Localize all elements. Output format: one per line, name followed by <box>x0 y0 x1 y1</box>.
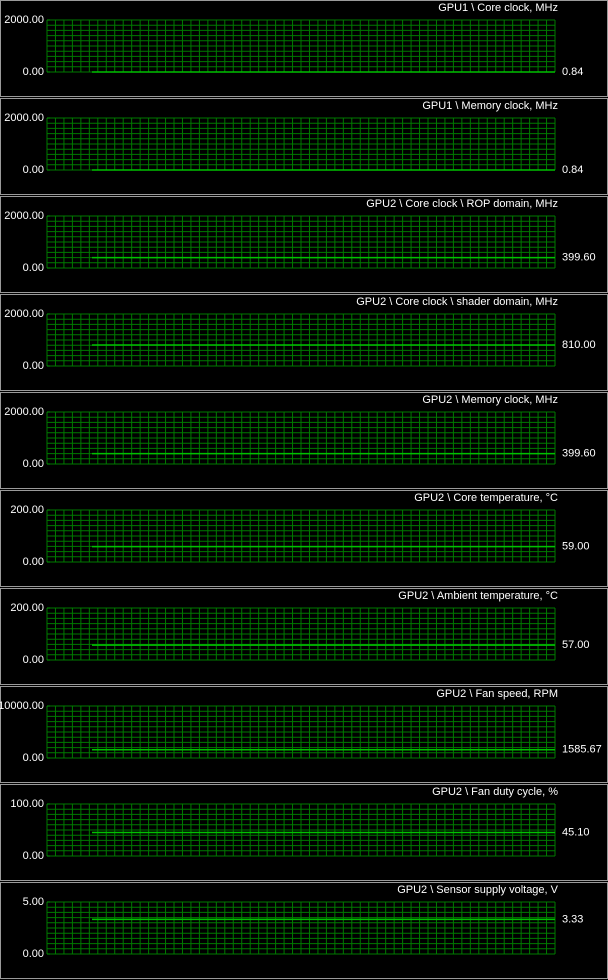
panel-frame <box>0 686 608 783</box>
panel-frame <box>0 588 608 685</box>
y-tick-label: 2000.00 <box>4 308 44 320</box>
panel-frame <box>0 490 608 587</box>
graph-panel: GPU2 \ Memory clock, MHz 0.00 2000.00 399.6… <box>0 392 608 489</box>
graph-title: GPU2 \ Fan duty cycle, % <box>432 786 558 798</box>
graph-panel: GPU2 \ Sensor supply voltage, V 0.00 5.00 3… <box>0 882 608 979</box>
y-tick-label: 0.00 <box>23 752 44 764</box>
y-tick-label: 0.00 <box>23 66 44 78</box>
y-tick-label: 10000.00 <box>0 700 44 712</box>
current-value: 0.84 <box>562 164 583 176</box>
panel-frame <box>0 0 608 97</box>
current-value: 1585.67 <box>562 744 602 756</box>
graph-panel: GPU2 \ Core temperature, °C 0.00 200.00 59.… <box>0 490 608 587</box>
graph-title: GPU1 \ Core clock, MHz <box>438 2 558 14</box>
current-value: 399.60 <box>562 448 596 460</box>
graph-panel: GPU1 \ Core clock, MHz 0.00 2000.00 0.84 <box>0 0 608 97</box>
y-tick-label: 200.00 <box>10 504 44 516</box>
current-value: 59.00 <box>562 541 590 553</box>
y-tick-label: 0.00 <box>23 850 44 862</box>
y-tick-label: 200.00 <box>10 602 44 614</box>
current-value: 3.33 <box>562 913 583 925</box>
graph-title: GPU2 \ Core temperature, °C <box>414 492 558 504</box>
y-tick-label: 2000.00 <box>4 406 44 418</box>
y-tick-label: 0.00 <box>23 262 44 274</box>
panel-frame <box>0 294 608 391</box>
graph-title: GPU2 \ Core clock \ ROP domain, MHz <box>366 198 558 210</box>
graph-title: GPU2 \ Fan speed, RPM <box>436 688 558 700</box>
graph-panel: GPU2 \ Core clock \ shader domain, MHz 0.… <box>0 294 608 391</box>
graph-title: GPU2 \ Memory clock, MHz <box>422 394 558 406</box>
y-tick-label: 2000.00 <box>4 112 44 124</box>
y-tick-label: 0.00 <box>23 164 44 176</box>
graph-panel: GPU2 \ Fan duty cycle, % 0.00 100.00 45.10 <box>0 784 608 881</box>
graph-panel: GPU2 \ Ambient temperature, °C 0.00 200.00… <box>0 588 608 685</box>
y-tick-label: 0.00 <box>23 360 44 372</box>
graph-panel: GPU2 \ Fan speed, RPM 0.00 10000.00 1585.67 <box>0 686 608 783</box>
panel-frame <box>0 882 608 979</box>
panel-frame <box>0 98 608 195</box>
graph-title: GPU2 \ Sensor supply voltage, V <box>397 884 558 896</box>
graph-panel: GPU2 \ Core clock \ ROP domain, MHz 0.00 2… <box>0 196 608 293</box>
graph-title: GPU2 \ Ambient temperature, °C <box>398 590 558 602</box>
current-value: 810.00 <box>562 339 596 351</box>
current-value: 399.60 <box>562 252 596 264</box>
graph-panel: GPU1 \ Memory clock, MHz 0.00 2000.00 0.84 <box>0 98 608 195</box>
y-tick-label: 2000.00 <box>4 210 44 222</box>
y-tick-label: 0.00 <box>23 556 44 568</box>
current-value: 57.00 <box>562 639 590 651</box>
graph-title: GPU1 \ Memory clock, MHz <box>422 100 558 112</box>
y-tick-label: 0.00 <box>23 458 44 470</box>
y-tick-label: 100.00 <box>10 798 44 810</box>
current-value: 0.84 <box>562 66 583 78</box>
y-tick-label: 2000.00 <box>4 14 44 26</box>
panel-frame <box>0 196 608 293</box>
graph-title: GPU2 \ Core clock \ shader domain, MHz <box>356 296 558 308</box>
y-tick-label: 0.00 <box>23 948 44 960</box>
current-value: 45.10 <box>562 826 590 838</box>
y-tick-label: 0.00 <box>23 654 44 666</box>
panel-frame <box>0 392 608 489</box>
y-tick-label: 5.00 <box>23 896 44 908</box>
